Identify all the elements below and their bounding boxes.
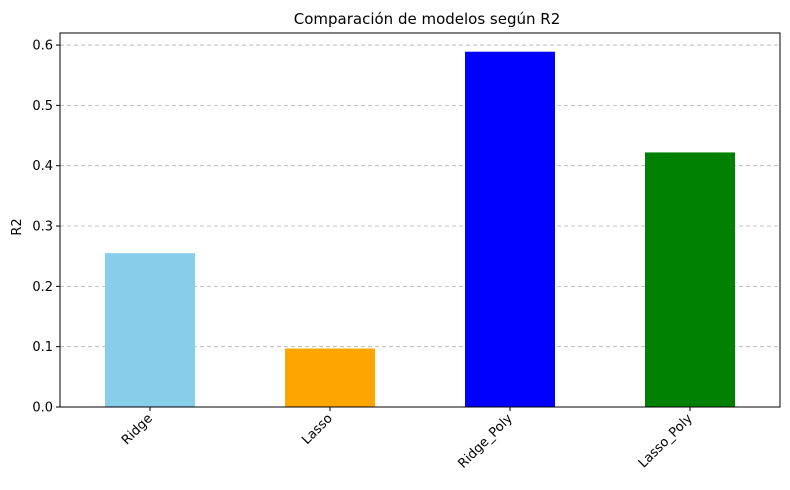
x-tick-label: Ridge_Poly <box>456 411 517 472</box>
bar-lasso <box>285 348 375 407</box>
x-tick-label: Ridge <box>119 411 156 448</box>
y-tick-label: 0.2 <box>32 280 53 295</box>
bars <box>105 51 735 407</box>
chart-title: Comparación de modelos según R2 <box>294 10 561 28</box>
x-tick-label: Lasso <box>299 411 336 448</box>
y-tick-label: 0.3 <box>32 220 53 235</box>
y-tick-label: 0.4 <box>32 159 53 174</box>
y-axis-ticks: 0.0 0.1 0.2 0.3 0.4 0.5 0.6 <box>32 39 60 416</box>
y-tick-label: 0.6 <box>32 39 53 54</box>
bar-ridge-poly <box>465 51 555 407</box>
bar-ridge <box>105 253 195 407</box>
y-tick-label: 0.0 <box>32 401 53 416</box>
bar-lasso-poly <box>645 152 735 407</box>
y-tick-label: 0.5 <box>32 99 53 114</box>
plot-frame <box>59 32 781 408</box>
y-tick-label: 0.1 <box>32 340 53 355</box>
x-tick-label: Lasso_Poly <box>636 411 696 471</box>
x-axis-ticks: Ridge Lasso Ridge_Poly Lasso_Poly <box>119 407 696 472</box>
y-axis-label: R2 <box>10 218 25 235</box>
